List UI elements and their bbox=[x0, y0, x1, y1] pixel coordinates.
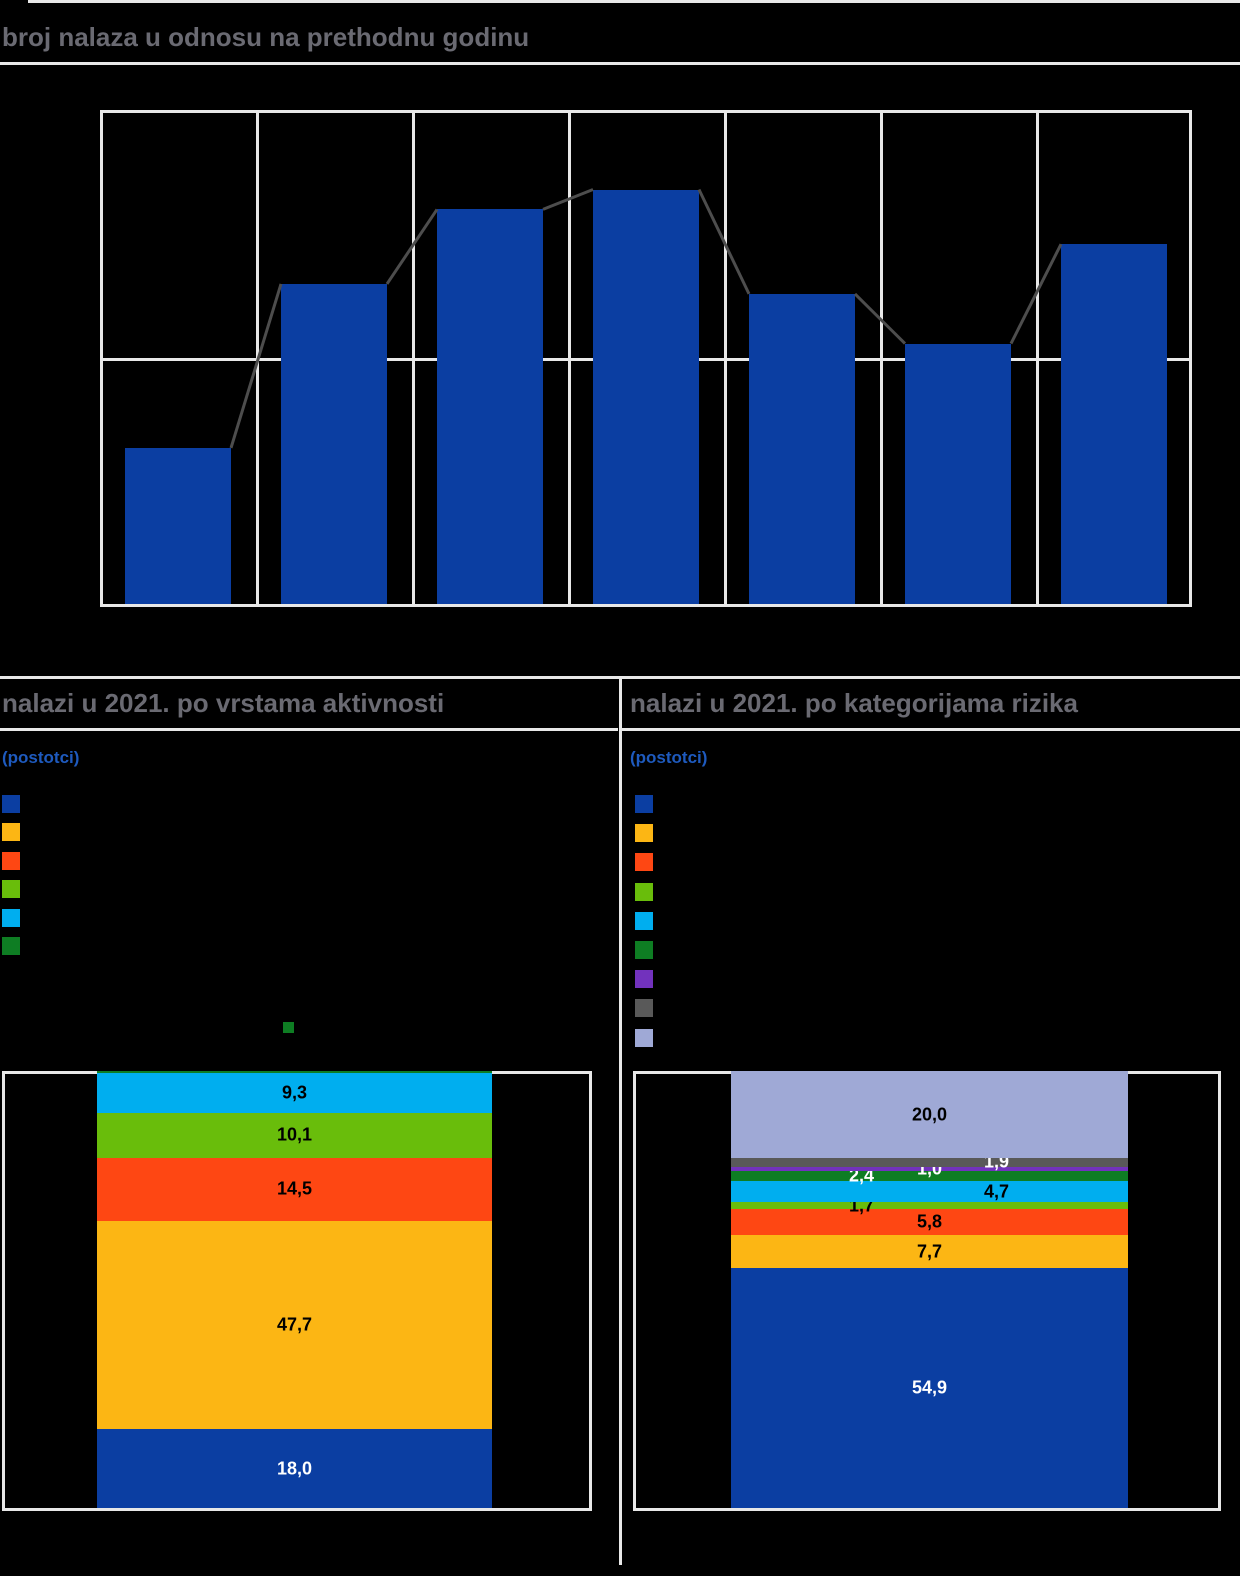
legend-swatch bbox=[635, 824, 653, 842]
left-chart-title: nalazi u 2021. po vrstama aktivnosti bbox=[2, 688, 445, 718]
legend-swatch bbox=[2, 909, 20, 927]
legend-swatch bbox=[635, 853, 653, 871]
bar-segment bbox=[97, 1157, 492, 1221]
legend-swatch bbox=[635, 1029, 653, 1047]
legend-swatch bbox=[2, 937, 20, 955]
right-chart-subtitle: (postotci) bbox=[630, 748, 708, 767]
legend-swatch bbox=[2, 880, 20, 898]
bar-column bbox=[593, 190, 699, 604]
bar-chart-findings-by-year bbox=[100, 110, 1192, 607]
top-edge-rule bbox=[28, 0, 1240, 3]
grid-line-horizontal bbox=[100, 604, 1192, 607]
bar-column bbox=[125, 448, 231, 604]
legend-activities bbox=[2, 795, 22, 995]
legend-swatch bbox=[2, 823, 20, 841]
legend-swatch bbox=[635, 970, 653, 988]
bar-segment bbox=[731, 1234, 1128, 1269]
right-chart-title: nalazi u 2021. po kategorijama rizika bbox=[630, 688, 1078, 718]
bar-segment bbox=[731, 1181, 1128, 1202]
stacked-bar-risk-categories: 54,9 7,7 5,8 1,7 4,7 2,4 1,0 1,9 20,0 bbox=[633, 1071, 1221, 1511]
line-overlay-segment bbox=[542, 188, 594, 211]
bar-segment bbox=[731, 1268, 1128, 1508]
bar-segment bbox=[731, 1071, 1128, 1159]
tiny-segment-callout-swatch bbox=[283, 1022, 294, 1033]
line-overlay-segment bbox=[229, 283, 283, 449]
plot-border-left bbox=[633, 1071, 636, 1511]
bar-column bbox=[281, 284, 387, 604]
bar-column bbox=[905, 344, 1011, 604]
bar-segment bbox=[97, 1072, 492, 1114]
bar-column bbox=[437, 209, 543, 604]
left-chart-subtitle: (postotci) bbox=[2, 748, 80, 767]
line-overlay-segment bbox=[697, 188, 751, 295]
data-label: 14,5 bbox=[276, 1178, 313, 1199]
data-label: 47,7 bbox=[276, 1314, 313, 1335]
line-overlay-segment bbox=[853, 292, 907, 345]
top-title-underline bbox=[0, 62, 1240, 65]
legend-swatch bbox=[635, 912, 653, 930]
bar-segment bbox=[731, 1158, 1128, 1167]
section-vertical-divider bbox=[619, 676, 622, 1565]
plot-border-left bbox=[2, 1071, 5, 1511]
legend-swatch bbox=[2, 852, 20, 870]
bar-segment bbox=[97, 1429, 492, 1508]
plot-border-bottom bbox=[633, 1508, 1221, 1511]
legend-swatch bbox=[635, 999, 653, 1017]
legend-swatch bbox=[635, 941, 653, 959]
data-label: 7,7 bbox=[916, 1241, 943, 1262]
data-label: 4,7 bbox=[983, 1181, 1010, 1202]
plot-border-right bbox=[589, 1071, 592, 1511]
bar-segment bbox=[97, 1113, 492, 1158]
bar-segment bbox=[97, 1071, 492, 1073]
legend-risk-categories bbox=[635, 795, 655, 1055]
bar-segment bbox=[731, 1170, 1128, 1182]
grid-line-horizontal bbox=[100, 110, 1192, 113]
top-chart-title: broj nalaza u odnosu na prethodnu godinu bbox=[2, 22, 530, 52]
line-overlay bbox=[229, 188, 1063, 449]
bar-segment bbox=[731, 1201, 1128, 1210]
data-label: 5,8 bbox=[916, 1211, 943, 1232]
bar-segment bbox=[731, 1166, 1128, 1171]
data-label: 18,0 bbox=[276, 1458, 313, 1479]
data-label: 20,0 bbox=[911, 1104, 948, 1125]
plot-border-right bbox=[1218, 1071, 1221, 1511]
legend-swatch bbox=[2, 795, 20, 813]
left-title-underline bbox=[0, 728, 618, 731]
legend-swatch bbox=[635, 795, 653, 813]
bar-segment bbox=[731, 1209, 1128, 1235]
bar-segment bbox=[97, 1220, 492, 1430]
data-label: 9,3 bbox=[281, 1082, 308, 1103]
plot-border-bottom bbox=[2, 1508, 592, 1511]
bar-column bbox=[1061, 244, 1167, 604]
stacked-bar-activities: 18,0 47,7 14,5 10,1 9,3 bbox=[2, 1022, 592, 1511]
right-title-underline bbox=[622, 728, 1240, 731]
data-label: 10,1 bbox=[276, 1124, 313, 1145]
legend-swatch bbox=[635, 883, 653, 901]
line-overlay-segment bbox=[1009, 243, 1063, 345]
line-overlay-segment bbox=[385, 208, 439, 285]
data-label: 54,9 bbox=[911, 1377, 948, 1398]
bar-column bbox=[749, 294, 855, 604]
